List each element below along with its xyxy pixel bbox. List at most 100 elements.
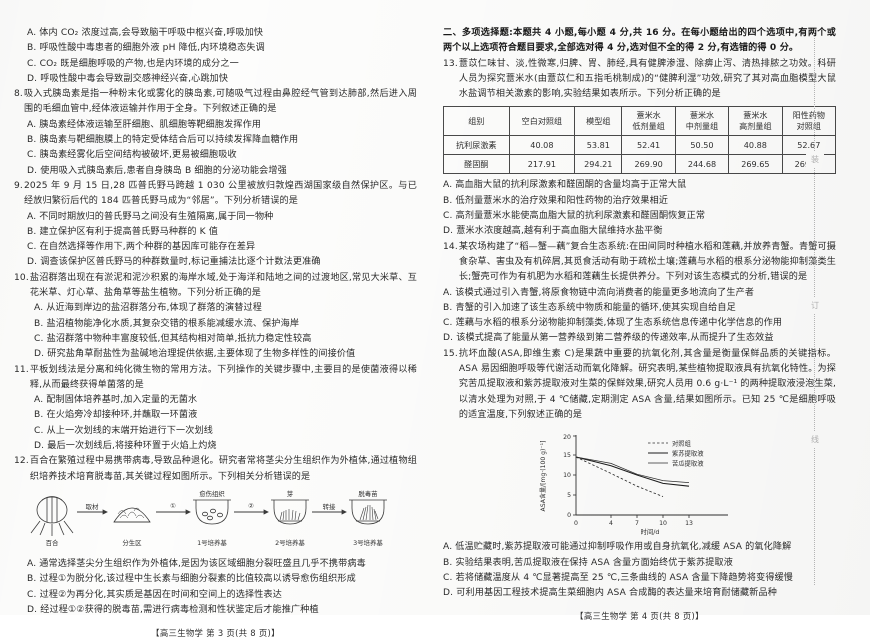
q7-option-a: A. 体内 CO₂ 浓度过高,会导致脑干呼吸中枢兴奋,呼吸加快 (27, 28, 264, 38)
chart-y-ticks (573, 435, 576, 516)
question-14: 14. 某农场构建了“稻—蟹—藕”复合生态系统:在田间同时种植水稻和莲藕,并放养… (443, 240, 836, 286)
diagram-bottom-label-2: 分生区 (122, 538, 142, 547)
q11-option-a: A. 配制固体培养基时,加入定量的无菌水 (34, 395, 198, 406)
chart-x-axis-label: 时间/d (641, 527, 660, 535)
binding-seal-line: 装 订 线 (806, 30, 824, 585)
question-12-stem: 百合在繁殖过程中易携带病毒,导致品种退化。研究者常将茎尖分生组织作为外植体,通过… (29, 456, 417, 482)
x-tick-0: 0 (574, 520, 578, 527)
question-9-number: 9. (14, 180, 23, 191)
question-15: 15. 抗坏血酸(ASA,即维生素 C)是果蔬中重要的抗氧化剂,其含量是衡量保鲜… (443, 347, 836, 423)
question-11-stem: 平板划线法是分离和纯化微生物的常用方法。下列操作的关键步骤中,主要目的是使菌液得… (29, 364, 417, 390)
legend-label-perilla: 紫苏提取液 (672, 449, 704, 458)
q13-option-a: A. 高血脂大鼠的抗利尿激素和醛固酮的含量均高于正常大鼠 (443, 180, 687, 191)
table-header-5: 薏米水 高剂量组 (728, 106, 783, 137)
row-label-0: 抗利尿激素 (443, 135, 510, 156)
diagram-bottom-label-5: 3号培养基 (353, 538, 383, 547)
diagram-bottom-label-4: 2号培养基 (275, 538, 305, 547)
q9-option-c: C. 在自然选择等作用下,两个种群的基因库可能存在差异 (27, 242, 256, 253)
q10-option-d: D. 研究盐角草耐盐性为盐碱地治理提供依据,主要体现了生物多样性的间接价值 (34, 349, 356, 360)
question-15-stem: 抗坏血酸(ASA,即维生素 C)是果蔬中重要的抗氧化剂,其含量是衡量保鲜品质的关… (458, 348, 836, 420)
question-8-stem: 吸入式胰岛素是指一种粉末化或雾化的胰岛素,可随吸气过程由鼻腔经气管到达肺部,然后… (23, 89, 417, 115)
x-tick-7: 7 (635, 520, 639, 527)
q8-option-d: D. 使用吸入式胰岛素后,患者自身胰岛 B 细胞的分泌功能会增强 (27, 165, 287, 176)
diagram-arrow-label-4: 转接 (323, 502, 336, 511)
q14-option-c: C. 莲藕与水稻的根系分泌物能抑制藻类,体现了生态系统信息传递中化学信息的作用 (443, 318, 783, 329)
cell-0-3: 50.50 (674, 135, 730, 156)
lily-bulb-icon (30, 496, 74, 536)
flask-1-icon (193, 499, 231, 525)
table-body: 抗利尿激素 40.08 53.81 52.41 50.50 40.88 52.6… (443, 135, 837, 175)
seal-mark-1: 装 (806, 152, 824, 167)
y-tick-15: 15 (563, 452, 571, 459)
question-12: 12. 百合在繁殖过程中易携带病毒,导致品种退化。研究者常将茎尖分生组织作为外植… (14, 454, 417, 485)
table-header-0: 组别 (443, 106, 510, 137)
q9-option-b: B. 建立保护区有利于提高普氏野马种群的 K 值 (27, 226, 219, 237)
x-tick-13: 13 (685, 520, 693, 527)
question-9: 9. 2025 年 9 月 15 日,28 匹普氏野马跨越 1 030 公里被放… (14, 179, 417, 210)
q15-option-d: D. 可利用基因工程技术提高生菜细胞内 ASA 合成酶的表达量来培育耐储藏新品种 (443, 588, 777, 599)
question-14-stem: 某农场构建了“稻—蟹—藕”复合生态系统:在田间同时种植水稻和莲藕,并放养青蟹。青… (458, 241, 836, 283)
q7-option-b: B. 呼吸性酸中毒患者的细胞外液 pH 降低,内环境稳态失调 (27, 43, 265, 54)
x-tick-4: 4 (609, 520, 613, 527)
x-tick-10: 10 (659, 520, 667, 527)
series-bittergourd-line (575, 456, 690, 484)
y-tick-5: 5 (567, 492, 571, 499)
diagram-top-label-3: 脱毒苗 (358, 489, 378, 498)
chart-axes (575, 435, 728, 516)
diagram-arrow-label-3: ② (248, 502, 254, 510)
two-column-layout: A. 体内 CO₂ 浓度过高,会导致脑干呼吸中枢兴奋,呼吸加快 B. 呼吸性酸中… (0, 0, 837, 638)
table-row: 醛固酮 217.91 294.21 269.90 244.68 269.65 2… (443, 154, 837, 175)
chart-y-tick-labels: 0 5 10 15 20 (563, 434, 571, 519)
table-header-row: 组别 空白对照组 模型组 薏米水 低剂量组 薏米水 中剂量组 薏米水 高剂量组 阳性药… (443, 106, 837, 137)
q15-option-b: B. 实验结果表明,苦瓜提取液在保持 ASA 含量方面始终优于紫苏提取液 (443, 557, 734, 568)
q14-option-d: D. 该模式提高了能量从第一营养级到第二营养级的传递效率,从而提升了生态效益 (443, 333, 774, 344)
question-8: 8. 吸入式胰岛素是指一种粉末化或雾化的胰岛素,可随吸气过程由鼻腔经气管到达肺部… (14, 87, 417, 118)
q12-option-a: A. 通常选择茎尖分生组织作为外植体,是因为该区域细胞分裂旺盛且几乎不携带病毒 (27, 558, 366, 569)
cell-1-0: 217.91 (508, 154, 576, 175)
q12-option-b: B. 过程①为脱分化,该过程中生长素与细胞分裂素的比值较高以诱导愈伤组织形成 (27, 574, 356, 585)
q15-option-a: A. 低温贮藏时,紫苏提取液可能通过抑制呼吸作用或自身抗氧化,减缓 ASA 的氧… (443, 542, 792, 553)
question-11-number: 11. (14, 364, 29, 375)
diagram-bottom-label-1: 百合 (46, 538, 59, 547)
flask-3-icon (349, 499, 387, 525)
diagram-top-label-2: 芽 (287, 489, 294, 498)
right-page-footer: 【高三生物学 第 4 页(共 8 页)】 (575, 611, 704, 622)
meristem-icon (113, 507, 151, 523)
cell-0-2: 52.41 (621, 135, 676, 156)
legend-label-bittergourd: 苦瓜提取液 (672, 459, 704, 468)
diagram-arrow-label-1: 取材 (86, 502, 99, 511)
row-label-1: 醛固酮 (443, 154, 510, 175)
left-page-column: A. 体内 CO₂ 浓度过高,会导致脑干呼吸中枢兴奋,呼吸加快 B. 呼吸性酸中… (0, 0, 435, 638)
seal-mark-3: 线 (806, 432, 824, 447)
diagram-arrow-label-2: ① (170, 502, 176, 510)
question-13: 13. 薏苡仁味甘、淡,性微寒,归脾、胃、肺经,具有健脾渗湿、除痹止泻、清热排脓… (443, 57, 836, 103)
question-9-stem: 2025 年 9 月 15 日,28 匹普氏野马跨越 1 030 公里被放归敦煌… (23, 180, 417, 207)
q10-option-c: C. 盐沼群落中物种丰富度较低,但其结构相对简单,抵抗力稳定性较高 (34, 333, 312, 344)
seal-mark-2: 订 (806, 298, 824, 313)
cell-1-3: 244.68 (674, 154, 730, 175)
cell-0-4: 40.88 (728, 135, 783, 156)
legend-label-control: 对照组 (672, 439, 692, 448)
section-2-instructions: 本题共 4 小题,每小题 4 分,共 16 分。在每小题给出的四个选项中,有两个… (443, 28, 836, 54)
question-15-number: 15. (443, 348, 458, 359)
y-tick-20: 20 (563, 434, 571, 441)
q13-option-c: C. 高剂量薏米水能使高血脂大鼠的抗利尿激素和醛固酮恢复正常 (443, 211, 706, 222)
question-8-number: 8. (14, 89, 23, 100)
diagram-bottom-label-3: 1号培养基 (197, 538, 227, 547)
q12-option-c: C. 过程②为再分化,其实质是基因在时间和空间上的选择性表达 (27, 589, 283, 600)
q10-option-a: A. 从近海到岸边的盐沼群落分布,体现了群落的演替过程 (34, 303, 262, 314)
section-2-text: 二、多项选择题:本题共 4 小题,每小题 4 分,共 16 分。在每小题给出的四… (443, 26, 836, 57)
question-13-number: 13. (443, 58, 458, 69)
q7-option-c: C. CO₂ 既是细胞呼吸的产物,也是内环境的成分之一 (27, 58, 239, 69)
asa-line-chart: 0 5 10 15 20 0 4 7 10 13 时间 (539, 434, 728, 535)
table-header-6: 阳性药物 对照组 (781, 106, 837, 137)
q7-option-d: D. 呼吸性酸中毒会导致副交感神经兴奋,心跳加快 (27, 73, 229, 84)
q8-option-a: A. 胰岛素经体液运输至肝细胞、肌细胞等靶细胞发挥作用 (27, 119, 262, 130)
series-control-line (575, 456, 664, 498)
cell-0-1: 53.81 (574, 135, 623, 156)
series-perilla-line (575, 456, 690, 487)
q11-option-c: C. 从上一次划线的末端开始进行下一次划线 (34, 425, 213, 436)
chart-legend: 对照组 紫苏提取液 苦瓜提取液 (648, 439, 704, 468)
question-14-number: 14. (443, 241, 458, 252)
section-2-heading: 二、多项选择题:本题共 4 小题,每小题 4 分,共 16 分。在每小题给出的四… (443, 26, 836, 57)
